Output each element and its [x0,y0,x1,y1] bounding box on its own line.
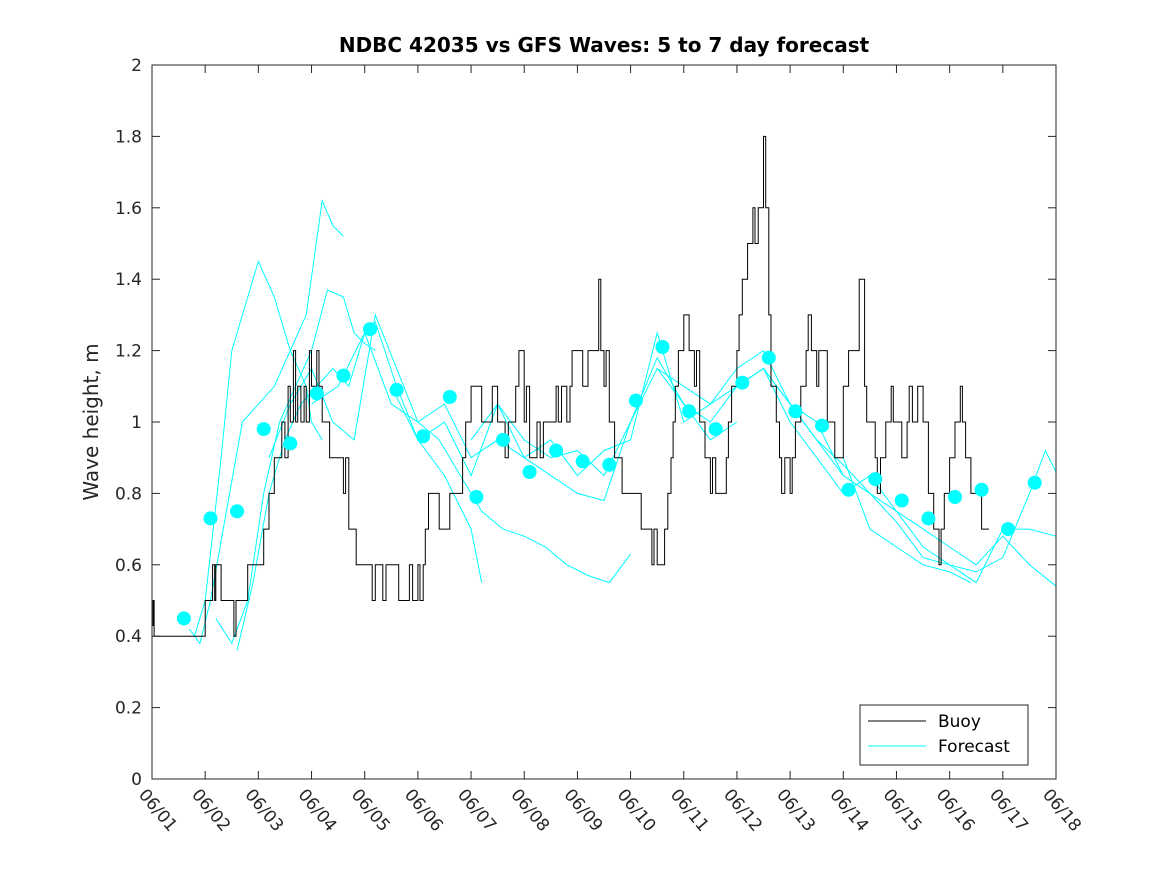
forecast-point [309,386,324,401]
forecast-point [389,382,404,397]
forecast-point [363,322,377,337]
forecast-line-2 [188,198,344,645]
forecast-point [761,350,776,365]
forecast-point [602,457,617,472]
y-tick-label: 0.4 [115,627,142,647]
forecast-line-5 [268,313,632,584]
forecast-point [841,482,856,497]
y-tick-label: 1.6 [115,199,142,219]
forecast-point [575,454,590,469]
forecast-line-3 [215,289,376,645]
forecast-point [230,504,245,519]
legend-forecast-label: Forecast [938,737,1010,757]
forecast-point [948,490,962,504]
forecast-point [894,493,909,508]
buoy-line [152,135,989,637]
forecast-point [708,422,723,437]
y-tick-label: 1.2 [115,342,142,362]
forecast-point [549,443,564,458]
forecast-point [256,422,271,437]
forecast-line-1 [194,259,323,637]
y-tick-label: 0.2 [115,699,142,719]
y-tick-label: 0.6 [115,556,142,576]
y-tick-label: 2 [131,56,142,76]
y-tick-label: 0.8 [115,484,142,504]
forecast-point [868,472,883,487]
forecast-point [496,432,510,447]
forecast-point [176,611,191,626]
forecast-point [203,511,218,526]
legend-box [859,704,1029,766]
forecast-point [815,418,829,433]
forecast-point [416,429,431,444]
series-layer [152,135,1057,651]
forecast-point [788,404,803,419]
forecast-point [469,490,484,504]
forecast-line-8 [470,330,844,477]
forecast-point [628,393,643,408]
forecast-point [735,375,750,390]
y-tick-label: 1 [131,413,142,433]
forecast-point [921,511,936,526]
forecast-line-12 [842,457,972,584]
y-tick-label: 1.8 [115,127,142,147]
forecast-point [522,465,537,479]
forecast-point [1027,475,1042,490]
legend-buoy-label: Buoy [938,712,981,732]
forecast-point [655,340,670,354]
y-tick-label: 0 [131,770,142,790]
y-axis-label: Wave height, m [79,343,103,500]
forecast-point [682,404,697,419]
forecast-point [442,390,457,404]
forecast-point [336,368,351,383]
forecast-point [974,482,989,497]
chart-title: NDBC 42035 vs GFS Waves: 5 to 7 day fore… [339,33,870,57]
forecast-point [283,436,298,451]
forecast-point [1001,522,1016,537]
legend: Buoy Forecast [859,704,1029,766]
y-tick-label: 1.4 [115,270,142,290]
